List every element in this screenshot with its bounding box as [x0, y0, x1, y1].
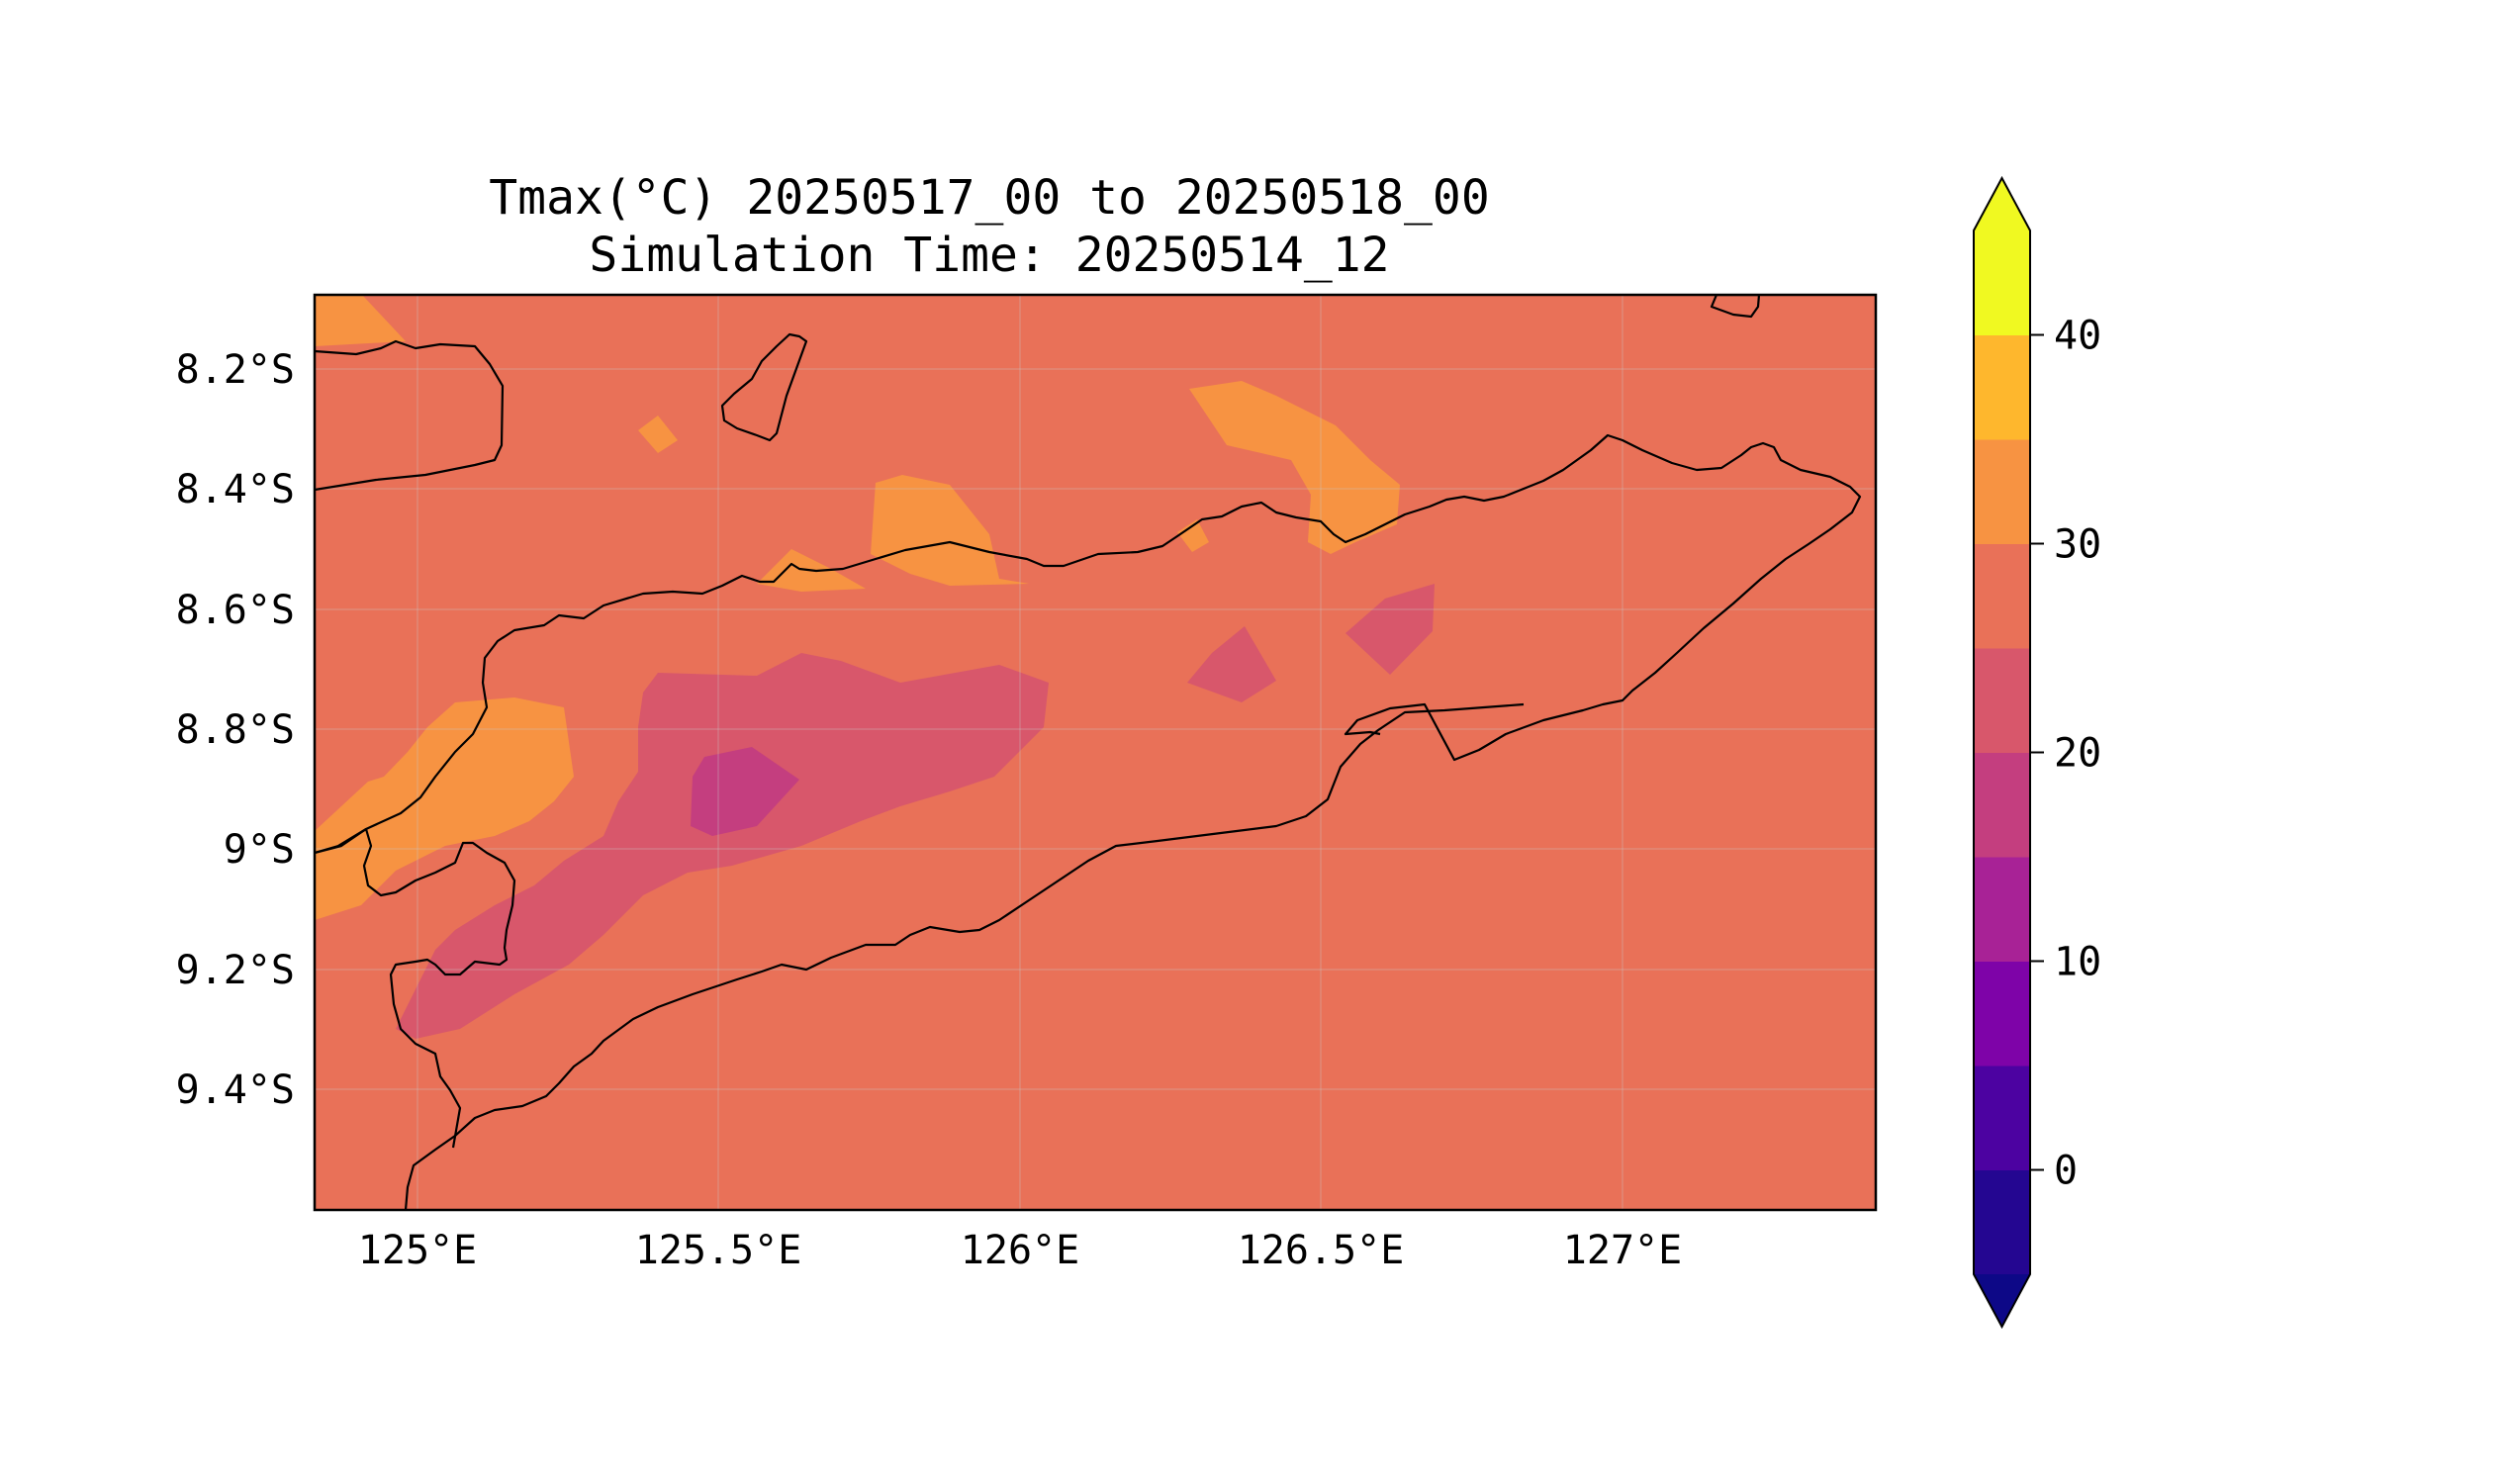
coastline-oecusse — [315, 827, 516, 1149]
colorbar-extend-under — [1974, 1274, 2030, 1327]
coastline-small-island — [720, 332, 808, 442]
x-tick-label: 125.5°E — [635, 1228, 802, 1273]
colorbar-segment — [1974, 1066, 2030, 1170]
y-tick-label: 8.8°S — [176, 707, 295, 753]
gridlines — [315, 295, 1876, 1210]
colorbar-segment — [1974, 231, 2030, 335]
x-tick-label: 126°E — [961, 1228, 1079, 1273]
y-tick-label: 8.6°S — [176, 588, 295, 633]
colorbar-extend-over — [1974, 178, 2030, 231]
contour-30-35-northeast — [1189, 381, 1400, 554]
contour-20-25-east-1 — [1187, 626, 1276, 702]
map-panel: 125°E 125.5°E 126°E 126.5°E 127°E 8.2°S … — [176, 293, 1878, 1273]
colorbar: 40 30 20 10 0 — [1973, 175, 2101, 1330]
y-tick-label: 9.4°S — [176, 1067, 295, 1113]
coastlines — [315, 295, 1862, 1210]
colorbar-segment — [1974, 334, 2030, 440]
contour-30-35-west — [315, 697, 574, 920]
x-tick-label: 125°E — [358, 1228, 477, 1273]
colorbar-tick-label: 40 — [2054, 314, 2101, 359]
y-tick-label: 9°S — [224, 827, 295, 873]
contour-15-20 — [691, 747, 799, 836]
contour-20-25-east-2 — [1345, 584, 1435, 675]
colorbar-segment — [1974, 648, 2030, 753]
x-axis: 125°E 125.5°E 126°E 126.5°E 127°E — [358, 1228, 1682, 1273]
contour-20-25-main — [396, 653, 1049, 1039]
y-tick-label: 8.2°S — [176, 347, 295, 393]
colorbar-tick-label: 10 — [2054, 940, 2101, 985]
contour-30-35-small-coast — [1177, 519, 1209, 552]
contour-30-35-central — [871, 475, 1029, 586]
colorbar-segment — [1974, 543, 2030, 649]
coastline-northwest-island — [315, 339, 505, 492]
x-tick-label: 126.5°E — [1238, 1228, 1405, 1273]
y-tick-label: 8.4°S — [176, 467, 295, 512]
contour-30-35-island-north — [638, 416, 678, 453]
coastline-timor-south — [404, 702, 1525, 1210]
y-axis: 8.2°S 8.4°S 8.6°S 8.8°S 9°S 9.2°S 9.4°S — [176, 347, 295, 1113]
colorbar-tick-label: 30 — [2054, 522, 2101, 568]
x-tick-label: 127°E — [1563, 1228, 1682, 1273]
y-tick-label: 9.2°S — [176, 948, 295, 993]
colorbar-segment — [1974, 857, 2030, 962]
colorbar-segment — [1974, 961, 2030, 1067]
contour-30-35-nw — [315, 295, 406, 346]
colorbar-tick-label: 0 — [2054, 1149, 2078, 1194]
colorbar-segment — [1974, 1169, 2030, 1275]
title-line-1: Tmax(°C) 20250517_00 to 20250518_00 — [489, 170, 1489, 226]
map-background-fill — [315, 295, 1876, 1210]
colorbar-outline — [1973, 175, 2031, 1330]
coastline-timor-north — [315, 433, 1862, 855]
colorbar-segment — [1974, 439, 2030, 544]
colorbar-tick-label: 20 — [2054, 731, 2101, 777]
coastline-northeast-islet — [1710, 295, 1761, 319]
map-frame — [313, 293, 1878, 1212]
colorbar-segment — [1974, 752, 2030, 858]
title-line-2: Simulation Time: 20250514_12 — [589, 228, 1389, 283]
